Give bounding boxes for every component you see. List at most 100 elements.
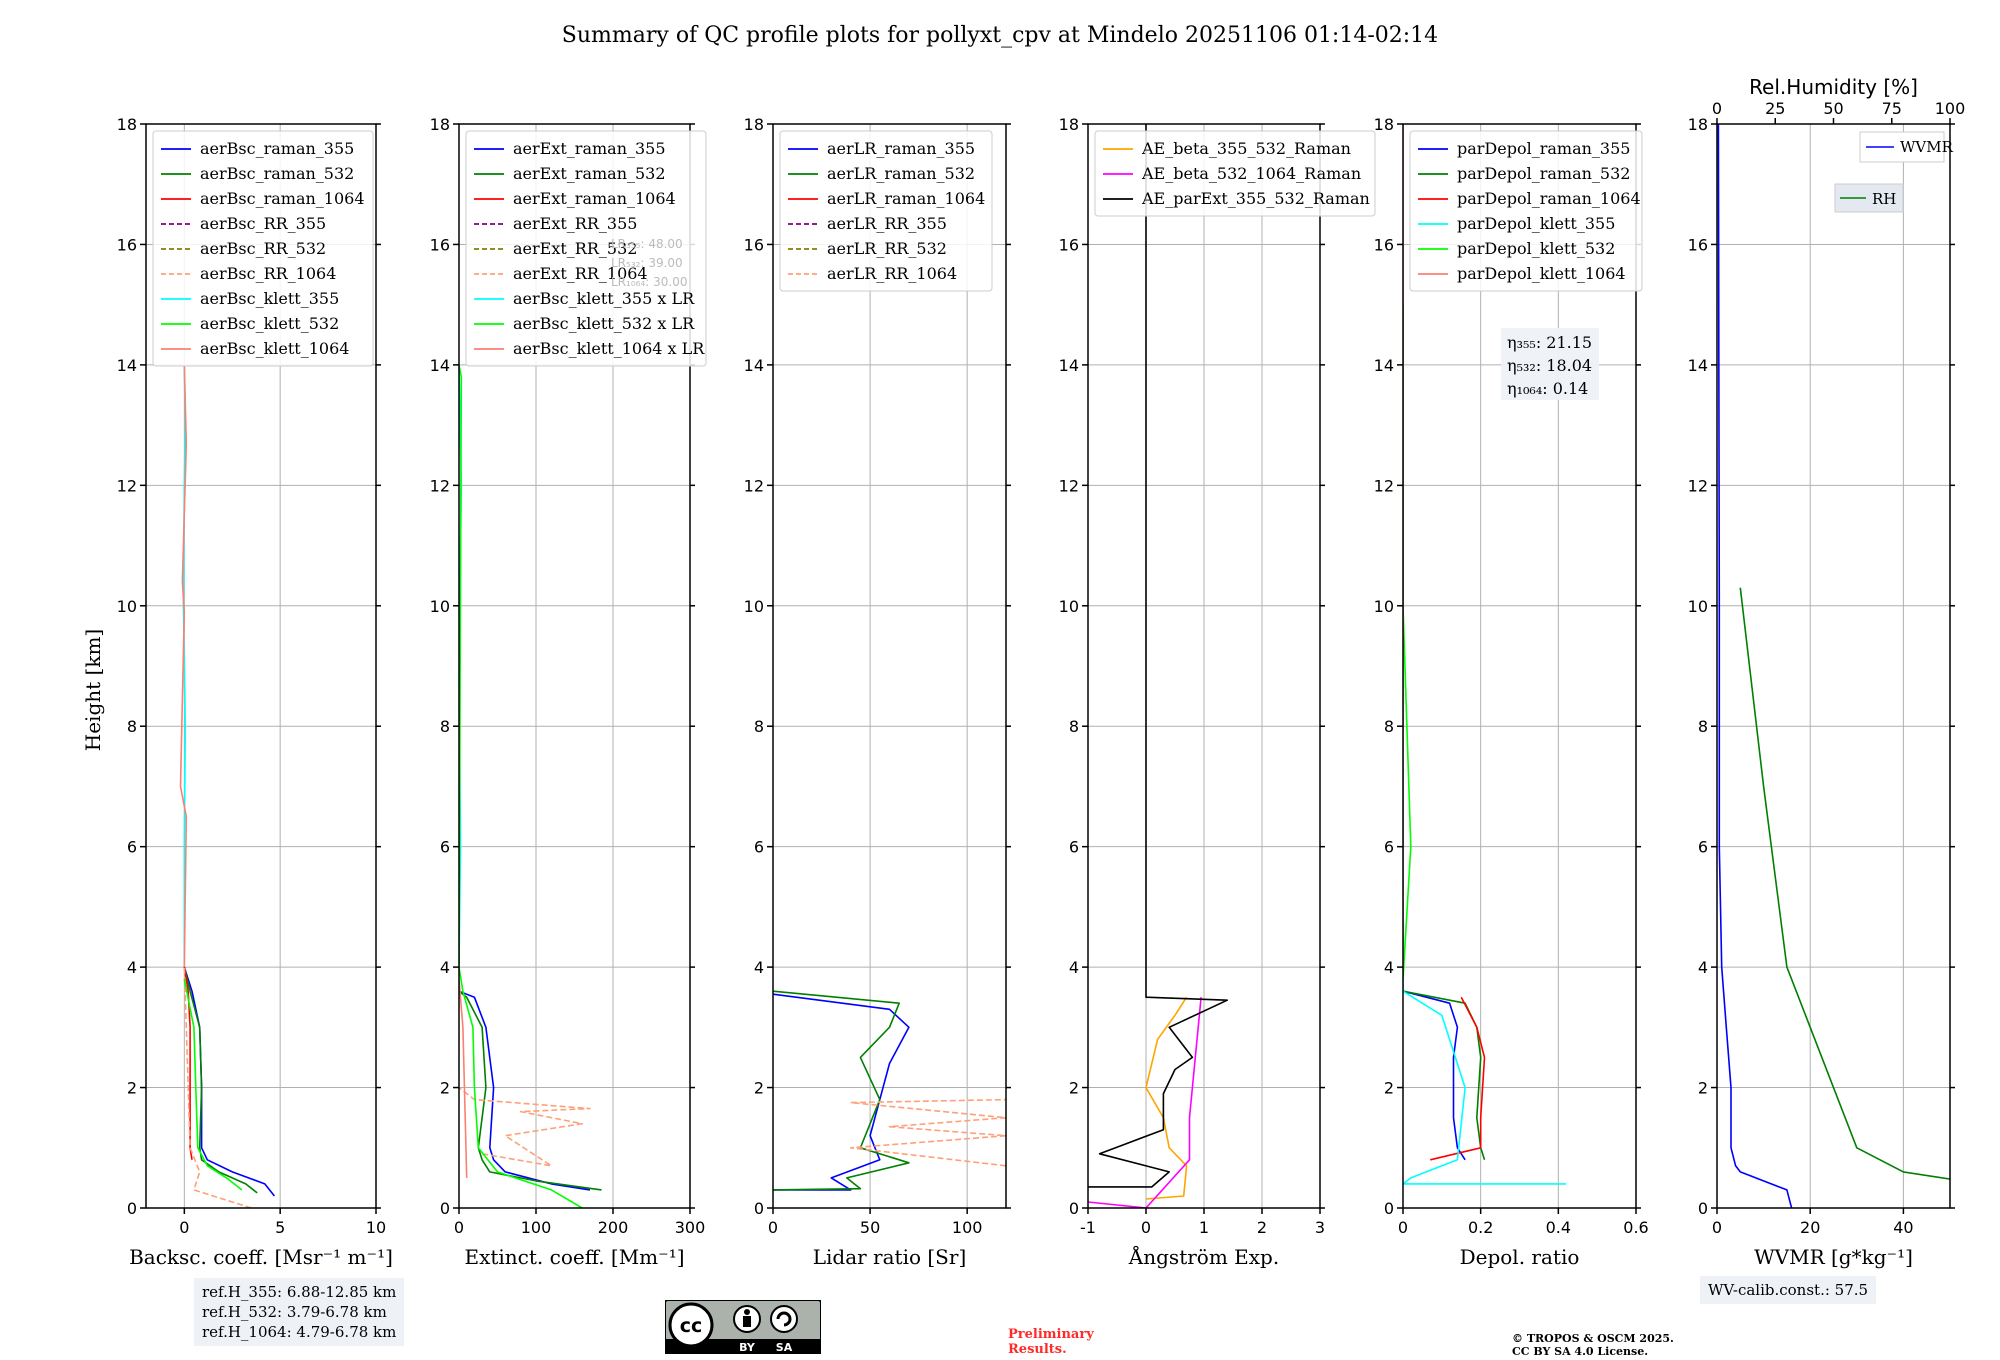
series-pardepol-klett-355 — [1403, 316, 1567, 1185]
legend: parDepol_raman_355 parDepol_raman_532 parD… — [1409, 130, 1643, 292]
figure-title: Summary of QC profile plots for pollyxt_… — [562, 23, 1438, 48]
series-ae-parext-355-532-raman — [1088, 124, 1228, 1188]
y-tick-label: 4 — [1698, 958, 1708, 977]
y-tick-label: 10 — [430, 597, 450, 616]
eta-label: η₃₅₅: 21.15 — [1507, 333, 1592, 352]
cc-logo-icon — [668, 1302, 714, 1348]
legend-box — [1409, 130, 1643, 292]
preliminary-line-2: Results. — [1008, 1342, 1067, 1357]
legend-label-ae-beta-532-1064-raman: AE_beta_532_1064_Raman — [1141, 164, 1361, 183]
y-tick-label: 12 — [744, 476, 764, 495]
cc-license-badge: cc BY SA — [665, 1300, 821, 1354]
series-aerext-rr-1064 — [459, 1086, 591, 1167]
series-aerbsc-rr-1064 — [183, 967, 252, 1208]
y-tick-label: 16 — [744, 235, 764, 254]
series-pardepol-klett-532 — [1403, 304, 1412, 980]
y-tick-label: 0 — [1698, 1199, 1708, 1218]
svg-text:cc: cc — [680, 1315, 703, 1337]
y-tick-label: 8 — [440, 717, 450, 736]
ref-height-1064: ref.H_1064: 4.79-6.78 km — [202, 1323, 397, 1341]
eta-box — [1501, 328, 1599, 400]
copyright-line-1: © TROPOS & OSCM 2025. — [1512, 1332, 1674, 1345]
y-tick-label: 16 — [1688, 235, 1708, 254]
legend-label-aerbsc-raman-355: aerBsc_raman_355 — [200, 139, 354, 158]
legend-label-pardepol-raman-355: parDepol_raman_355 — [1457, 139, 1630, 158]
legend: AE_beta_355_532_Raman AE_beta_532_1064_Ra… — [1094, 130, 1376, 217]
y-tick-label: 16 — [1059, 235, 1079, 254]
y-tick-label: 12 — [1059, 476, 1079, 495]
y-tick-label: 14 — [1688, 356, 1708, 375]
y-tick-label: 2 — [1384, 1079, 1394, 1098]
legend-label-aerbsc-klett-532-x-lr: aerBsc_klett_532 x LR — [513, 314, 695, 333]
y-tick-label: 12 — [430, 476, 450, 495]
y-tick-label: 6 — [127, 838, 137, 857]
eta-label: η₅₃₂: 18.04 — [1507, 356, 1592, 375]
legend-label-aerbsc-klett-355: aerBsc_klett_355 — [200, 289, 339, 308]
series-ae-beta-532-1064-raman — [1088, 997, 1202, 1208]
y-tick-label: 4 — [1384, 958, 1394, 977]
copyright-note: © TROPOS & OSCM 2025. CC BY SA 4.0 Licen… — [1512, 1332, 1674, 1358]
x-tick-label: -1 — [1080, 1218, 1096, 1237]
legend-label-aerext-raman-1064: aerExt_raman_1064 — [513, 189, 676, 208]
x-axis-label: Ångström Exp. — [1128, 1244, 1279, 1269]
series-aerbsc-klett-1064-x-lr — [459, 979, 468, 1178]
y-tick-label: 10 — [1374, 597, 1394, 616]
x-tick-label: 2 — [1257, 1218, 1267, 1237]
series-wvmr — [1717, 124, 1793, 1208]
x-tick-label: 3 — [1315, 1218, 1325, 1237]
y-tick-label: 8 — [1069, 717, 1079, 736]
legend-label-pardepol-klett-532: parDepol_klett_532 — [1457, 239, 1615, 258]
y-tick-label: 18 — [1374, 115, 1394, 134]
series-group — [1088, 124, 1228, 1208]
y-tick-label: 6 — [1698, 838, 1708, 857]
legend-wvmr: WVMR — [1859, 131, 1954, 163]
eta-annotation: η₃₅₅: 21.15 η₅₃₂: 18.04 η₁₀₆₄: 0.14 — [1501, 328, 1599, 400]
legend-label-aerext-raman-355: aerExt_raman_355 — [513, 139, 666, 158]
legend-label-ae-beta-355-532-raman: AE_beta_355_532_Raman — [1141, 139, 1351, 158]
badge-sa-text: SA — [776, 1341, 793, 1354]
y-tick-label: 12 — [1688, 476, 1708, 495]
series-aerlr-rr-1064 — [849, 1098, 1006, 1167]
x-tick-label: 1 — [1199, 1218, 1209, 1237]
legend-label-aerlr-raman-355: aerLR_raman_355 — [827, 139, 975, 158]
y-tick-label: 14 — [430, 356, 450, 375]
x-tick-label: 200 — [598, 1218, 629, 1237]
y-tick-label: 18 — [430, 115, 450, 134]
legend-label-aerbsc-klett-532: aerBsc_klett_532 — [200, 314, 339, 333]
legend-label-aerext-raman-532: aerExt_raman_532 — [513, 164, 666, 183]
legend-label-aerbsc-rr-532: aerBsc_RR_532 — [200, 239, 326, 258]
legend: aerLR_raman_355 aerLR_raman_532 aerLR_rama… — [779, 130, 993, 292]
y-tick-label: 18 — [744, 115, 764, 134]
panel-backscatter: 0 2 4 6 8 10 12 14 16 18 0 5 10 Backsc. coeff. [Msr⁻¹… — [117, 115, 393, 1269]
top-x-tick-label: 50 — [1823, 99, 1843, 118]
x-tick-label: 0 — [768, 1218, 778, 1237]
y-tick-label: 4 — [127, 958, 137, 977]
y-tick-label: 10 — [1059, 597, 1079, 616]
legend-label-aerlr-raman-1064: aerLR_raman_1064 — [827, 189, 985, 208]
x-axis-label: Depol. ratio — [1460, 1245, 1580, 1269]
legend-label-pardepol-klett-355: parDepol_klett_355 — [1457, 214, 1615, 233]
lidar-ratio-annotation: LR₅₃₂: 39.00 — [611, 256, 683, 270]
top-x-axis-label: Rel.Humidity [%] — [1749, 75, 1918, 99]
legend-label-aerbsc-raman-532: aerBsc_raman_532 — [200, 164, 354, 183]
x-tick-label: 0 — [1712, 1218, 1722, 1237]
legend: aerExt_raman_355 aerExt_raman_532 aerExt_r… — [465, 130, 707, 367]
y-tick-label: 0 — [1384, 1199, 1394, 1218]
x-tick-label: 10 — [366, 1218, 386, 1237]
x-tick-label: 300 — [675, 1218, 706, 1237]
y-tick-label: 2 — [1069, 1079, 1079, 1098]
series-aerbsc-klett-1064 — [179, 364, 188, 968]
wv-calibration-text: WV-calib.const.: 57.5 — [1708, 1281, 1869, 1299]
legend-label-aerlr-rr-1064: aerLR_RR_1064 — [827, 264, 957, 283]
y-tick-label: 0 — [127, 1199, 137, 1218]
eta-label: η₁₀₆₄: 0.14 — [1507, 379, 1588, 398]
y-tick-label: 0 — [440, 1199, 450, 1218]
x-tick-label: 0.6 — [1623, 1218, 1648, 1237]
legend-box — [1094, 130, 1376, 217]
series-group — [179, 364, 276, 1208]
y-tick-label: 14 — [1059, 356, 1079, 375]
plot-frame — [1716, 123, 1951, 1209]
legend-label-rh: RH — [1872, 190, 1896, 208]
